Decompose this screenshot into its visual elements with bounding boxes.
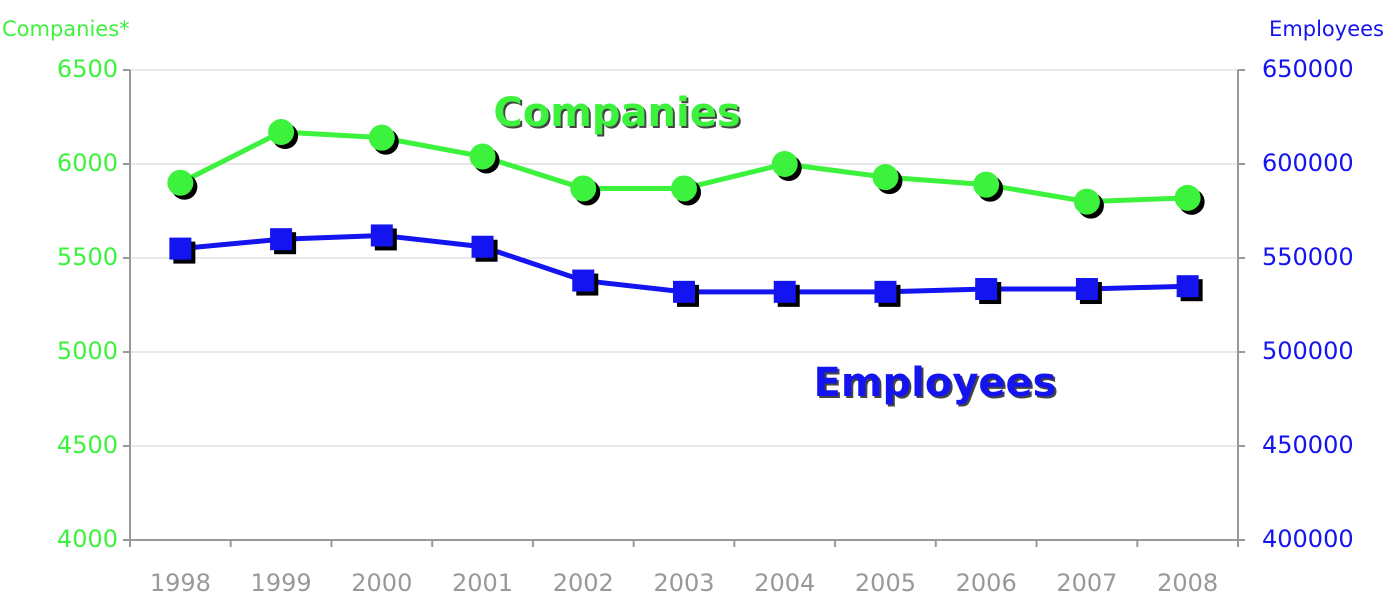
- marker: [973, 171, 1000, 198]
- y-tick-label: 6500: [57, 55, 118, 83]
- marker: [370, 224, 393, 247]
- x-tick-label: 2002: [553, 569, 614, 597]
- y2-tick-label: 500000: [1262, 337, 1354, 365]
- x-tick-label: 2005: [855, 569, 916, 597]
- marker: [1174, 184, 1201, 211]
- x-tick-label: 2008: [1157, 569, 1218, 597]
- x-tick-label: 1999: [251, 569, 312, 597]
- marker: [572, 269, 595, 292]
- marker: [673, 280, 695, 303]
- y2-tick-label: 550000: [1262, 243, 1354, 271]
- marker: [167, 169, 194, 196]
- marker: [469, 143, 496, 170]
- marker: [268, 119, 295, 146]
- x-tick-label: 2006: [956, 569, 1017, 597]
- y2-tick-label: 450000: [1262, 431, 1354, 459]
- marker: [471, 235, 494, 258]
- marker: [1176, 275, 1199, 298]
- marker: [773, 280, 796, 303]
- marker: [671, 175, 697, 202]
- marker: [975, 278, 998, 301]
- y-axis-title: Companies*: [2, 17, 130, 41]
- x-tick-label: 2004: [754, 569, 815, 597]
- marker: [1075, 278, 1098, 301]
- y-tick-label: 4500: [57, 431, 118, 459]
- y-tick-label: 5000: [57, 337, 118, 365]
- y2-tick-label: 650000: [1262, 55, 1354, 83]
- y-tick-label: 4000: [57, 525, 118, 553]
- x-tick-label: 2001: [452, 569, 513, 597]
- y-tick-label: 5500: [57, 243, 118, 271]
- marker: [771, 151, 798, 177]
- annotation: Employees: [814, 360, 1057, 406]
- annotation: Companies: [493, 90, 740, 136]
- marker: [874, 280, 897, 303]
- marker: [872, 164, 899, 191]
- y-tick-label: 6000: [57, 149, 118, 177]
- x-tick-label: 2007: [1056, 569, 1117, 597]
- y2-axis-title: Employees: [1269, 17, 1384, 41]
- marker: [570, 175, 597, 202]
- y2-tick-label: 600000: [1262, 149, 1354, 177]
- annotation-shadow: Companies: [495, 92, 742, 138]
- marker: [368, 124, 395, 151]
- marker: [270, 228, 293, 251]
- marker: [1073, 188, 1100, 215]
- annotation-shadow: Employees: [816, 362, 1059, 408]
- y2-tick-label: 400000: [1262, 525, 1354, 553]
- x-tick-label: 1998: [150, 569, 211, 597]
- x-tick-label: 2003: [653, 569, 714, 597]
- marker: [169, 237, 192, 260]
- x-tick-label: 2000: [351, 569, 412, 597]
